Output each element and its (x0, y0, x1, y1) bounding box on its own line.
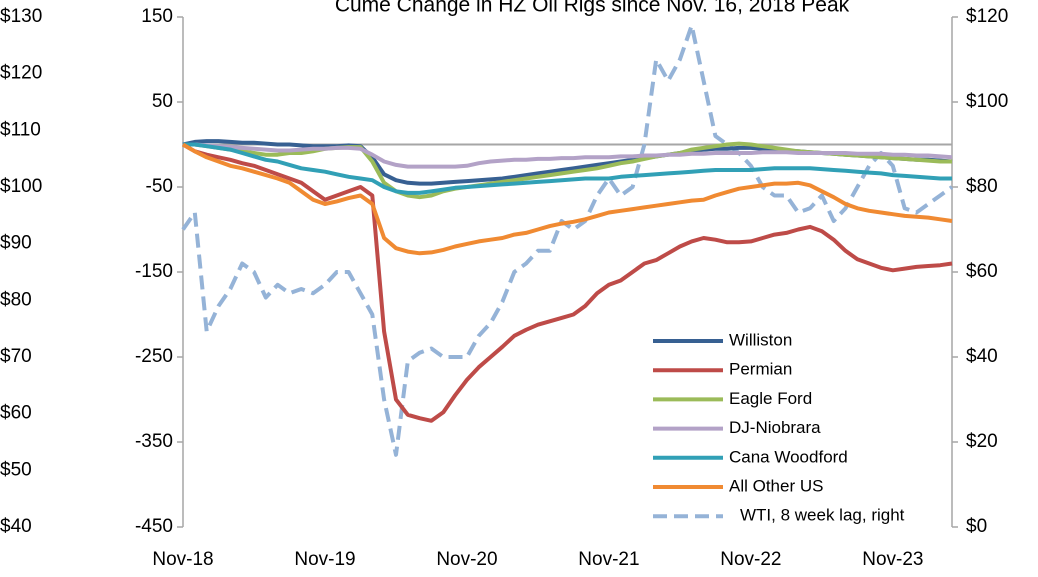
y2-tick-label: $40 (966, 346, 998, 367)
x-tick-label: Nov-20 (436, 549, 497, 570)
legend-label: Williston (729, 330, 792, 349)
series-line (182, 142, 953, 256)
x-tick-label: Nov-21 (578, 549, 639, 570)
y3-tick-label: $100 (0, 176, 42, 197)
y3-tick-label: $110 (0, 119, 41, 140)
x-tick-label: Nov-19 (294, 549, 355, 570)
y2-tick-label: $20 (966, 431, 998, 452)
y2-tick-label: $100 (966, 91, 1008, 112)
y2-tick-label: $0 (966, 516, 987, 537)
x-tick-label: Nov-18 (152, 549, 213, 570)
y-tick-label: 150 (141, 6, 173, 27)
legend-label: All Other US (729, 476, 823, 495)
y3-tick-label: $60 (0, 403, 32, 424)
legend-label: DJ-Niobrara (729, 418, 821, 437)
series-line (183, 142, 952, 195)
y3-tick-label: $120 (0, 63, 42, 84)
y-tick-label: -50 (146, 176, 173, 197)
y3-tick-label: $130 (0, 6, 42, 27)
legend-label: Cana Woodford (729, 447, 848, 466)
y2-tick-label: $60 (966, 261, 998, 282)
legend-label: WTI, 8 week lag, right (740, 506, 905, 525)
y3-tick-label: $50 (0, 459, 32, 480)
x-tick-label: Nov-23 (862, 549, 923, 570)
y-tick-label: 50 (152, 91, 173, 112)
y-tick-label: -150 (135, 261, 173, 282)
y-tick-label: -450 (135, 516, 173, 537)
x-tick-label: Nov-22 (720, 549, 781, 570)
y3-tick-label: $90 (0, 233, 32, 254)
series-line (183, 142, 953, 169)
chart-title: Cume Change in HZ Oil Rigs since Nov. 16… (335, 0, 850, 17)
series-line (182, 142, 953, 423)
y3-tick-label: $80 (0, 289, 32, 310)
y2-tick-label: $80 (966, 176, 998, 197)
y3-tick-label: $70 (0, 346, 32, 367)
legend-label: Eagle Ford (729, 389, 812, 408)
y-tick-label: -250 (135, 346, 173, 367)
y3-tick-label: $40 (0, 516, 32, 537)
series-line (182, 139, 953, 186)
y-tick-label: -350 (135, 431, 173, 452)
legend-label: Permian (729, 360, 792, 379)
series-line (181, 23, 954, 457)
y2-tick-label: $120 (966, 6, 1008, 27)
